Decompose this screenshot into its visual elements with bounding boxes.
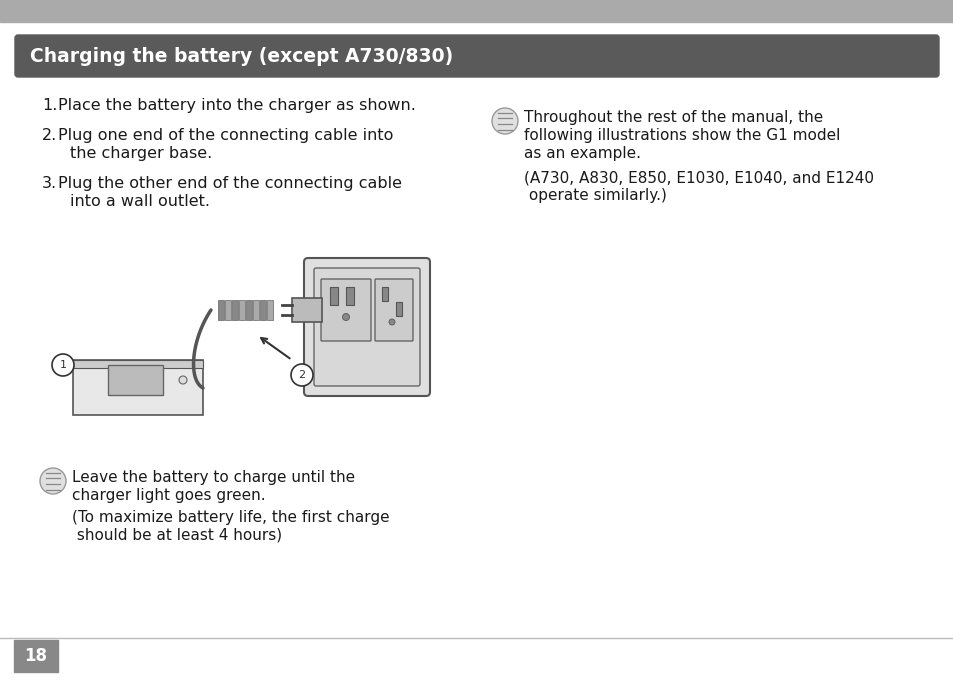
Text: 1: 1 (59, 360, 67, 370)
Text: should be at least 4 hours): should be at least 4 hours) (71, 528, 282, 543)
Bar (246, 300, 252, 320)
Text: (A730, A830, E850, E1030, E1040, and E1240: (A730, A830, E850, E1030, E1040, and E12… (523, 170, 873, 185)
Bar (239, 300, 245, 320)
Bar (218, 300, 224, 320)
Bar (108, 365, 163, 395)
Text: (To maximize battery life, the first charge: (To maximize battery life, the first cha… (71, 510, 389, 525)
Bar (292, 298, 322, 322)
Text: 3.: 3. (42, 176, 57, 191)
Bar (330, 287, 337, 305)
Text: Charging the battery (except A730/830): Charging the battery (except A730/830) (30, 46, 453, 65)
Bar (225, 300, 231, 320)
Bar (395, 302, 401, 316)
Bar (232, 300, 237, 320)
Text: as an example.: as an example. (523, 146, 640, 161)
Bar (14, 640, 58, 672)
Text: Plug one end of the connecting cable into: Plug one end of the connecting cable int… (58, 128, 393, 143)
Circle shape (52, 354, 74, 376)
FancyBboxPatch shape (304, 258, 430, 396)
Circle shape (291, 364, 313, 386)
Circle shape (389, 319, 395, 325)
Text: Place the battery into the charger as shown.: Place the battery into the charger as sh… (58, 98, 416, 113)
Text: into a wall outlet.: into a wall outlet. (70, 194, 210, 209)
Text: operate similarly.): operate similarly.) (523, 188, 666, 203)
Text: the charger base.: the charger base. (70, 146, 212, 161)
Text: 2.: 2. (42, 128, 57, 143)
Text: Leave the battery to charge until the: Leave the battery to charge until the (71, 470, 355, 485)
Circle shape (342, 314, 349, 321)
Text: Throughout the rest of the manual, the: Throughout the rest of the manual, the (523, 110, 822, 125)
FancyBboxPatch shape (314, 268, 419, 386)
Text: following illustrations show the G1 model: following illustrations show the G1 mode… (523, 128, 840, 143)
Circle shape (492, 108, 517, 134)
FancyBboxPatch shape (15, 35, 938, 77)
Text: 2: 2 (298, 370, 305, 380)
FancyBboxPatch shape (375, 279, 413, 341)
Bar (73, 360, 203, 368)
Circle shape (40, 468, 66, 494)
Text: charger light goes green.: charger light goes green. (71, 488, 265, 503)
Text: Plug the other end of the connecting cable: Plug the other end of the connecting cab… (58, 176, 401, 191)
Bar (260, 300, 266, 320)
Bar (253, 300, 258, 320)
FancyBboxPatch shape (320, 279, 371, 341)
Circle shape (179, 376, 187, 384)
Text: 1.: 1. (42, 98, 57, 113)
Bar (267, 300, 273, 320)
Polygon shape (73, 360, 203, 415)
Bar (381, 287, 388, 301)
Bar (0, 0, 953, 22)
Bar (346, 287, 354, 305)
Text: 18: 18 (25, 647, 48, 665)
